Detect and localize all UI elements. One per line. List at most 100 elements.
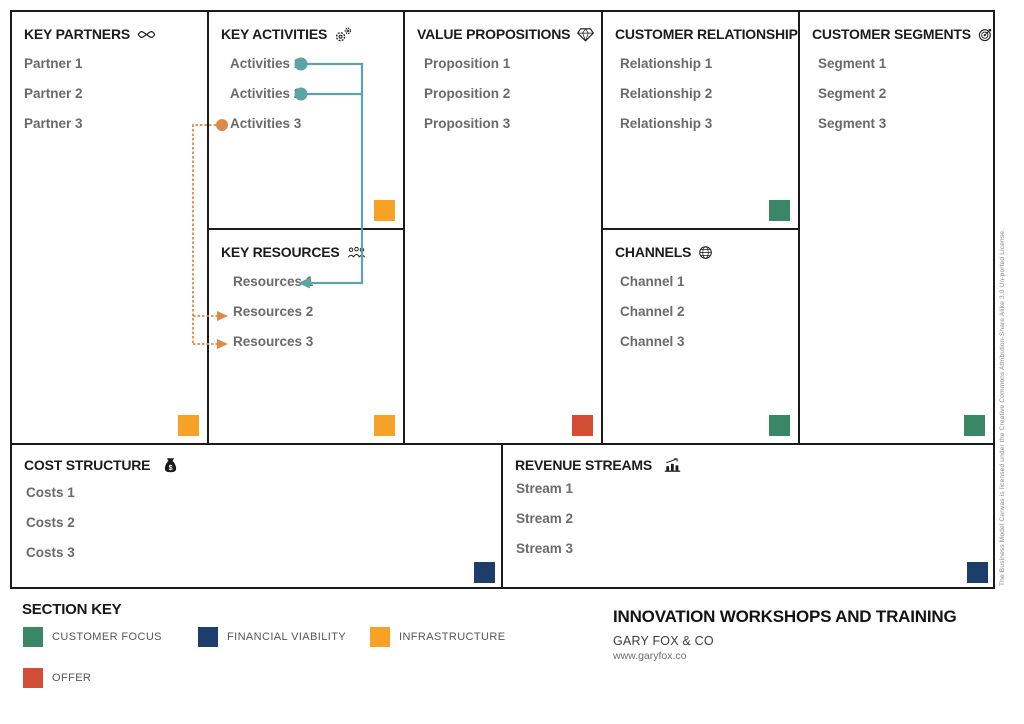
legend-item-offer: OFFER: [23, 668, 91, 688]
footer-brand-block: INNOVATION WORKSHOPS AND TRAINING GARY F…: [613, 607, 957, 662]
list-item: Resources 3: [233, 333, 314, 349]
section-title: CUSTOMER SEGMENTS: [812, 26, 971, 42]
section-title: REVENUE STREAMS: [515, 457, 653, 473]
list-item: Proposition 2: [424, 85, 511, 101]
section-header: KEY RESOURCES: [209, 230, 403, 260]
section-title: KEY PARTNERS: [24, 26, 130, 42]
section-items: Channel 1 Channel 2 Channel 3: [603, 266, 798, 356]
section-customer-relationships: CUSTOMER RELATIONSHIPS Relationship 1 Re…: [603, 12, 824, 230]
section-header: CHANNELS: [603, 230, 798, 260]
section-header: CUSTOMER SEGMENTS: [800, 12, 993, 42]
money-bag-icon: $: [164, 457, 177, 473]
section-revenue-streams: REVENUE STREAMS Stream 1 Stream 2 Stream…: [503, 443, 993, 587]
list-item: Costs 2: [26, 514, 75, 530]
section-title: KEY ACTIVITIES: [221, 26, 328, 42]
section-items: Relationship 1 Relationship 2 Relationsh…: [603, 48, 798, 138]
license-note: The Business Model Canvas is licensed un…: [999, 228, 1006, 586]
category-tag-infrastructure: [374, 200, 395, 221]
legend-label: FINANCIAL VIABILITY: [227, 631, 347, 643]
section-items: Proposition 1 Proposition 2 Proposition …: [405, 48, 601, 138]
legend-label: CUSTOMER FOCUS: [52, 631, 162, 643]
section-customer-segments: CUSTOMER SEGMENTS Segment 1 Segment 2 Se…: [800, 12, 993, 443]
financial-viability-swatch: [198, 627, 218, 647]
section-header: KEY ACTIVITIES: [209, 12, 403, 42]
list-item: Partner 1: [24, 55, 83, 71]
list-item: Relationship 2: [620, 85, 713, 101]
infrastructure-swatch: [370, 627, 390, 647]
bar-chart-icon: [664, 458, 681, 472]
category-tag-financial-viability: [474, 562, 495, 583]
section-header: KEY PARTNERS: [12, 12, 207, 42]
category-tag-financial-viability: [967, 562, 988, 583]
section-value-propositions: VALUE PROPOSITIONS Proposition 1 Proposi…: [405, 12, 603, 443]
legend-label: OFFER: [52, 672, 92, 684]
section-title: COST STRUCTURE: [24, 457, 151, 473]
section-title: CHANNELS: [615, 244, 692, 260]
section-key-resources: KEY RESOURCES Resources 1 Resources 2 Re…: [209, 230, 405, 443]
section-channels: CHANNELS Channel 1 Channel 2 Channel 3: [603, 230, 800, 443]
section-header: CUSTOMER RELATIONSHIPS: [603, 12, 824, 42]
list-item: Partner 2: [24, 85, 83, 101]
list-item: Partner 3: [24, 115, 83, 131]
list-item: Costs 3: [26, 544, 75, 560]
section-items: Resources 1 Resources 2 Resources 3: [209, 266, 403, 356]
section-header: REVENUE STREAMS: [503, 445, 993, 473]
gears-icon: [334, 27, 353, 42]
section-items: Costs 1 Costs 2 Costs 3: [12, 477, 501, 567]
section-key-partners: KEY PARTNERS Partner 1 Partner 2 Partner…: [12, 12, 209, 443]
list-item: Stream 2: [516, 510, 574, 526]
section-title: VALUE PROPOSITIONS: [417, 26, 571, 42]
list-item: Resources 1: [233, 273, 314, 289]
svg-text:$: $: [169, 463, 173, 472]
list-item: Relationship 1: [620, 55, 713, 71]
canvas-grid: KEY PARTNERS Partner 1 Partner 2 Partner…: [10, 10, 995, 589]
list-item: Relationship 3: [620, 115, 713, 131]
list-item: Segment 1: [818, 55, 887, 71]
category-tag-customer-focus: [769, 200, 790, 221]
footer-title: INNOVATION WORKSHOPS AND TRAINING: [613, 607, 957, 626]
category-tag-customer-focus: [769, 415, 790, 436]
list-item: Stream 3: [516, 540, 574, 556]
section-cost-structure: COST STRUCTURE $ Costs 1 Costs 2 Costs 3: [12, 443, 503, 587]
section-header: VALUE PROPOSITIONS: [405, 12, 601, 42]
footer-website-link[interactable]: www.garyfox.co: [613, 650, 687, 662]
section-header: COST STRUCTURE $: [12, 445, 501, 473]
list-item: Resources 2: [233, 303, 314, 319]
section-items: Segment 1 Segment 2 Segment 3: [800, 48, 993, 138]
list-item: Channel 1: [620, 273, 685, 289]
section-items: Partner 1 Partner 2 Partner 3: [12, 48, 207, 138]
legend-label: INFRASTRUCTURE: [399, 631, 506, 643]
list-item: Activities 2: [230, 85, 302, 101]
list-item: Stream 1: [516, 480, 574, 496]
globe-icon: [698, 245, 713, 260]
category-tag-customer-focus: [964, 415, 985, 436]
handshake-icon: [137, 28, 156, 41]
list-item: Channel 3: [620, 333, 685, 349]
target-icon: [978, 27, 993, 42]
list-item: Activities 1: [230, 55, 302, 71]
section-title: CUSTOMER RELATIONSHIPS: [615, 26, 807, 42]
category-tag-offer: [572, 415, 593, 436]
list-item: Proposition 3: [424, 115, 511, 131]
section-items: Stream 1 Stream 2 Stream 3: [503, 473, 993, 563]
section-title: KEY RESOURCES: [221, 244, 340, 260]
customer-focus-swatch: [23, 627, 43, 647]
category-tag-infrastructure: [178, 415, 199, 436]
section-key-title: SECTION KEY: [22, 601, 122, 618]
legend-item-financial-viability: FINANCIAL VIABILITY: [198, 627, 346, 647]
list-item: Activities 3: [230, 115, 302, 131]
section-key-activities: KEY ACTIVITIES Activities 1 Activities 2…: [209, 12, 405, 230]
list-item: Proposition 1: [424, 55, 511, 71]
legend-item-customer-focus: CUSTOMER FOCUS: [23, 627, 162, 647]
list-item: Segment 2: [818, 85, 887, 101]
legend-item-infrastructure: INFRASTRUCTURE: [370, 627, 505, 647]
list-item: Segment 3: [818, 115, 887, 131]
section-items: Activities 1 Activities 2 Activities 3: [209, 48, 403, 138]
gem-icon: [577, 27, 595, 42]
people-icon: [347, 246, 366, 259]
offer-swatch: [23, 668, 43, 688]
category-tag-infrastructure: [374, 415, 395, 436]
footer-company: GARY FOX & CO: [613, 634, 714, 648]
list-item: Channel 2: [620, 303, 685, 319]
